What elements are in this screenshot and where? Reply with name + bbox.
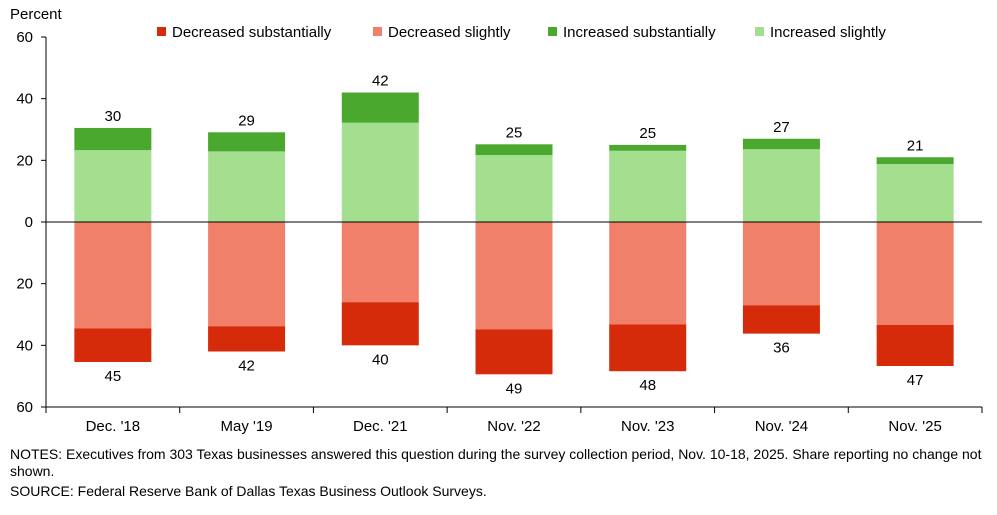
- total-increased-label: 25: [506, 124, 523, 141]
- bar-segment-decreased-substantially: [208, 326, 286, 352]
- total-increased-label: 30: [105, 108, 122, 125]
- bar-segment-decreased-slightly: [341, 222, 419, 303]
- bar-segment-increased-substantially: [475, 144, 553, 156]
- bar-segment-decreased-substantially: [74, 328, 152, 362]
- bar-segment-decreased-slightly: [742, 222, 820, 306]
- bar-segment-increased-slightly: [609, 150, 687, 222]
- stacked-bar-chart: 60 40 20 0 20 40 60 Percent 30 45 Dec. '18 29 42 May …: [10, 6, 983, 435]
- total-increased-label: 25: [639, 125, 656, 142]
- total-increased-label: 21: [907, 137, 924, 154]
- bar-segment-increased-substantially: [609, 144, 687, 151]
- legend-label: Decreased slightly: [388, 24, 511, 41]
- y-axis-title: Percent: [10, 6, 63, 23]
- bar-segment-decreased-slightly: [609, 222, 687, 325]
- legend-swatch: [373, 27, 382, 36]
- bar-segment-increased-substantially: [876, 157, 954, 165]
- x-category-label: Nov. '24: [755, 418, 808, 435]
- total-decreased-label: 48: [639, 377, 656, 394]
- bar-segment-increased-substantially: [208, 132, 286, 152]
- legend-swatch: [548, 27, 557, 36]
- bar-segment-decreased-substantially: [609, 324, 687, 372]
- y-tick-label: 40: [16, 91, 33, 108]
- total-increased-label: 27: [773, 119, 790, 136]
- total-decreased-label: 47: [907, 372, 924, 389]
- total-decreased-label: 42: [238, 358, 255, 375]
- bar-segment-decreased-slightly: [876, 222, 954, 325]
- bar-segment-decreased-substantially: [742, 305, 820, 334]
- legend-swatch: [157, 27, 166, 36]
- y-tick-label: 0: [25, 214, 33, 231]
- x-category-label: Nov. '22: [487, 418, 540, 435]
- bar-segment-decreased-slightly: [74, 222, 152, 329]
- notes-text: NOTES: Executives from 303 Texas busines…: [10, 446, 982, 479]
- bar-segment-decreased-slightly: [475, 222, 553, 330]
- legend-label: Increased slightly: [770, 24, 886, 41]
- x-category-label: May '19: [221, 418, 273, 435]
- legend-swatch: [755, 27, 764, 36]
- bar-segment-increased-slightly: [208, 151, 286, 222]
- legend-label: Increased substantially: [563, 24, 716, 41]
- x-category-label: Nov. '23: [621, 418, 674, 435]
- bar-segment-increased-slightly: [475, 155, 553, 222]
- bar-segment-decreased-substantially: [475, 329, 553, 375]
- legend-label: Decreased substantially: [172, 24, 332, 41]
- y-tick-label: 60: [16, 399, 33, 416]
- total-decreased-label: 49: [506, 380, 523, 397]
- bar-segment-decreased-substantially: [341, 302, 419, 346]
- y-tick-label: 60: [16, 29, 33, 46]
- bar-segment-decreased-substantially: [876, 324, 954, 366]
- bar-segment-increased-substantially: [742, 138, 820, 150]
- chart-footnotes: NOTES: Executives from 303 Texas busines…: [10, 446, 985, 500]
- bar-segment-increased-substantially: [74, 127, 152, 151]
- bar-segment-increased-slightly: [74, 150, 152, 222]
- total-decreased-label: 45: [105, 368, 122, 385]
- y-tick-label: 40: [16, 337, 33, 354]
- bar-segment-increased-slightly: [876, 164, 954, 222]
- bar-segment-increased-substantially: [341, 92, 419, 123]
- bar-segment-increased-slightly: [742, 149, 820, 222]
- total-increased-label: 42: [372, 73, 389, 90]
- source-text: SOURCE: Federal Reserve Bank of Dallas T…: [10, 483, 487, 499]
- total-decreased-label: 36: [773, 340, 790, 357]
- bar-segment-increased-slightly: [341, 122, 419, 222]
- total-increased-label: 29: [238, 112, 255, 129]
- bar-segment-decreased-slightly: [208, 222, 286, 327]
- y-tick-label: 20: [16, 152, 33, 169]
- total-decreased-label: 40: [372, 351, 389, 368]
- x-category-label: Dec. '21: [353, 418, 408, 435]
- y-tick-label: 20: [16, 276, 33, 293]
- x-category-label: Nov. '25: [888, 418, 941, 435]
- x-category-label: Dec. '18: [86, 418, 141, 435]
